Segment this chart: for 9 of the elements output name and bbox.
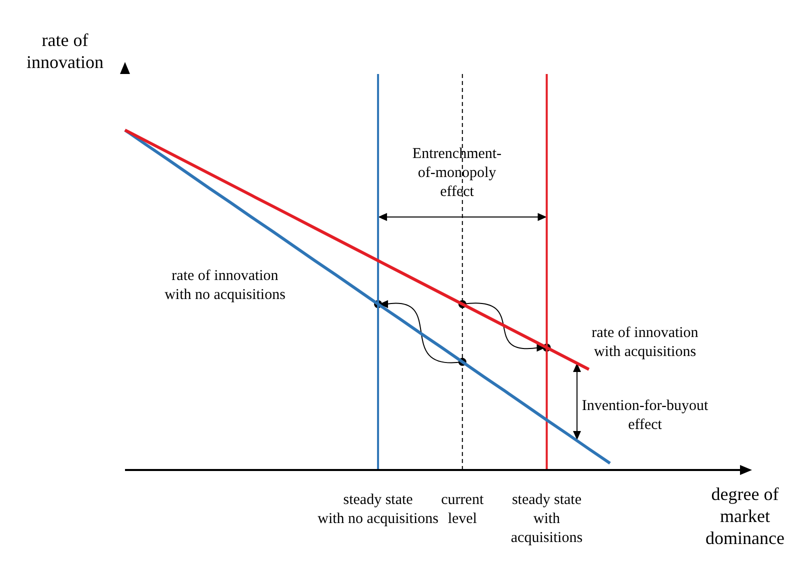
x-tick-label: steady state with acquisitions: [510, 492, 583, 546]
y-axis-title: rate of innovation: [26, 30, 104, 72]
series-label: rate of innovation with no acquisitions: [164, 268, 286, 303]
x-tick-label: current level: [441, 492, 484, 527]
x-axis-title: degree of market dominance: [706, 484, 784, 548]
x-tick-label: steady state with no acquisitions: [318, 492, 439, 527]
annotation: Invention-for-buyout effect: [582, 398, 709, 433]
series-label: rate of innovation with acquisitions: [592, 325, 699, 360]
annotation: Entrenchment- of-monopoly effect: [412, 146, 502, 200]
